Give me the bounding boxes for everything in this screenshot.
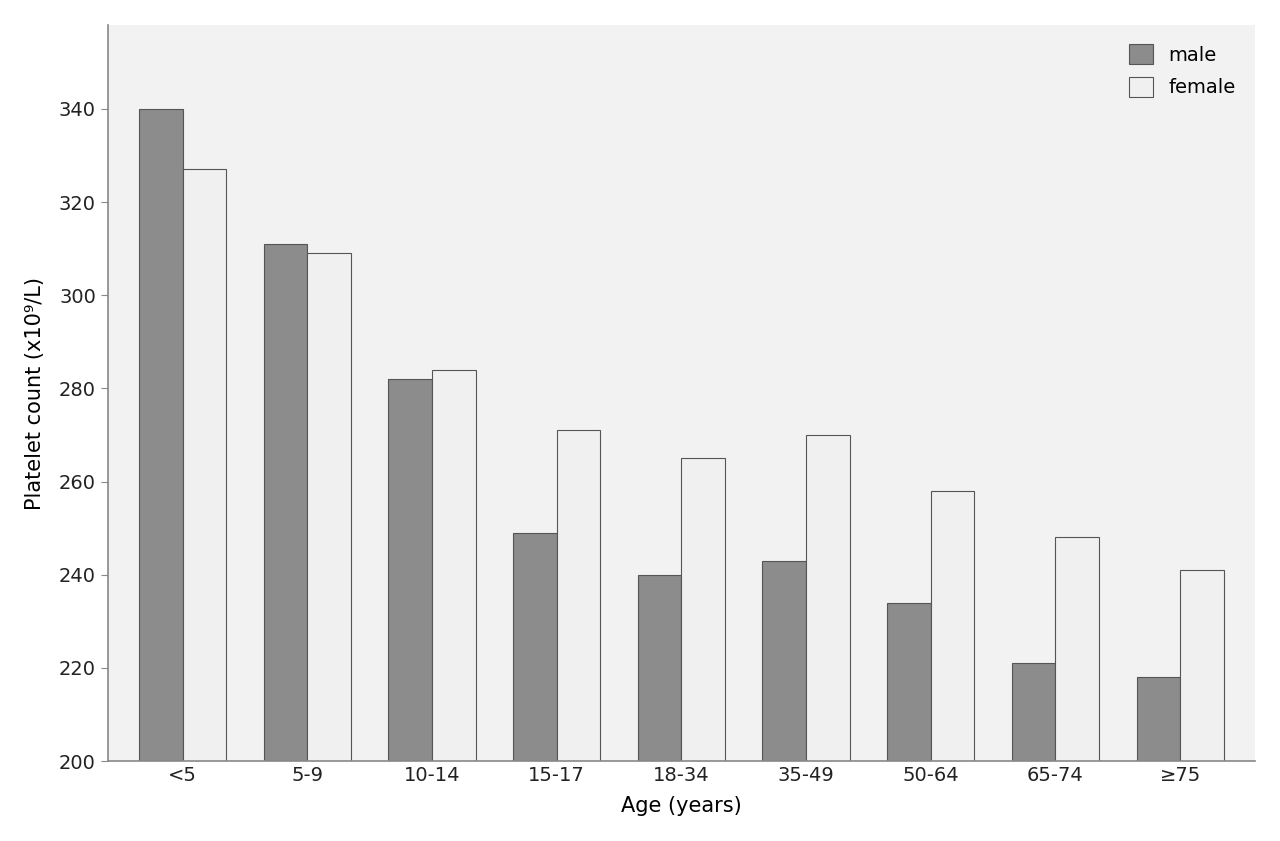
- Bar: [931, 491, 974, 841]
- Bar: [513, 532, 557, 841]
- Bar: [1180, 570, 1224, 841]
- Bar: [1056, 537, 1100, 841]
- Bar: [264, 244, 307, 841]
- Bar: [681, 458, 724, 841]
- Bar: [183, 169, 227, 841]
- Bar: [557, 431, 600, 841]
- X-axis label: Age (years): Age (years): [621, 796, 741, 816]
- Bar: [138, 108, 183, 841]
- Bar: [763, 561, 806, 841]
- Bar: [806, 435, 850, 841]
- Bar: [431, 370, 476, 841]
- Y-axis label: Platelet count (x10⁹/L): Platelet count (x10⁹/L): [26, 277, 45, 510]
- Bar: [1137, 677, 1180, 841]
- Bar: [887, 603, 931, 841]
- Legend: male, female: male, female: [1120, 34, 1245, 107]
- Bar: [637, 574, 681, 841]
- Bar: [307, 253, 351, 841]
- Bar: [1011, 664, 1056, 841]
- Bar: [388, 379, 431, 841]
